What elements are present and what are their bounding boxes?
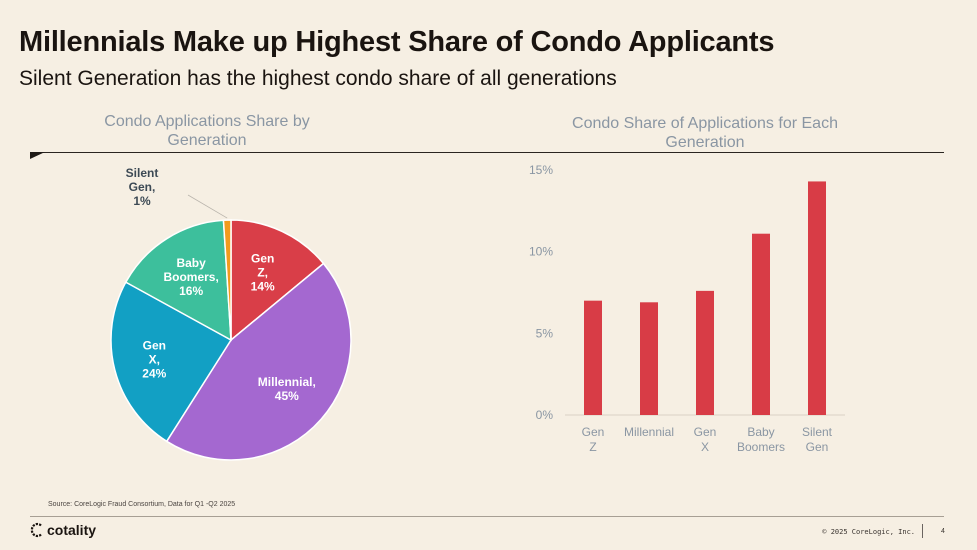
y-tick-label: 10%	[529, 245, 553, 259]
bar-millennial	[640, 302, 658, 415]
footer-separator	[922, 524, 923, 538]
company-logo: cotality	[30, 522, 96, 538]
pie-slice-baby-boomers	[124, 219, 232, 342]
slide-title: Millennials Make up Highest Share of Con…	[19, 26, 775, 58]
silent-gen-leader-line	[187, 194, 228, 219]
x-tick-label: Gen Z	[582, 425, 605, 454]
pie-label-silent-gen: Silent Gen, 1%	[126, 166, 159, 208]
pie-slice-gen-x	[110, 281, 233, 443]
pie-label-millennial: Millennial, 45%	[258, 375, 316, 403]
x-tick-label: Silent Gen	[802, 425, 833, 454]
page-number: 4	[941, 528, 945, 535]
bar-gen-z	[584, 300, 602, 415]
pie-slice-millennial	[165, 262, 352, 461]
pie-label-gen-x: Gen X, 24%	[142, 339, 166, 381]
slide-subtitle: Silent Generation has the highest condo …	[19, 67, 617, 90]
bar-baby-boomers	[752, 233, 770, 415]
copyright-text: © 2025 CoreLogic, Inc.	[822, 528, 915, 536]
footer-divider	[30, 516, 944, 517]
divider-arrow-icon	[30, 152, 45, 159]
pie-slice-silent-gen	[222, 219, 232, 341]
bar-chart-title: Condo Share of Applications for Each Gen…	[572, 115, 838, 151]
y-tick-label: 0%	[536, 408, 554, 422]
pie-chart-title: Condo Applications Share by Generation	[104, 113, 310, 149]
source-note: Source: CoreLogic Fraud Consortium, Data…	[48, 501, 236, 508]
pie-slice-gen-z	[230, 219, 325, 342]
y-tick-label: 15%	[529, 163, 553, 177]
x-tick-label: Baby Boomers	[737, 425, 785, 454]
header-divider	[30, 152, 944, 153]
logo-text: cotality	[47, 522, 97, 538]
x-tick-label: Millennial	[624, 425, 674, 439]
pie-label-gen-z: Gen Z, 14%	[251, 252, 275, 294]
bar-gen-x	[696, 290, 714, 415]
bar-silent-gen	[808, 181, 826, 415]
pie-label-baby-boomers: Baby Boomers, 16%	[163, 256, 218, 298]
logo-mark-icon	[30, 522, 42, 538]
x-tick-label: Gen X	[694, 425, 717, 454]
y-tick-label: 5%	[536, 326, 554, 340]
